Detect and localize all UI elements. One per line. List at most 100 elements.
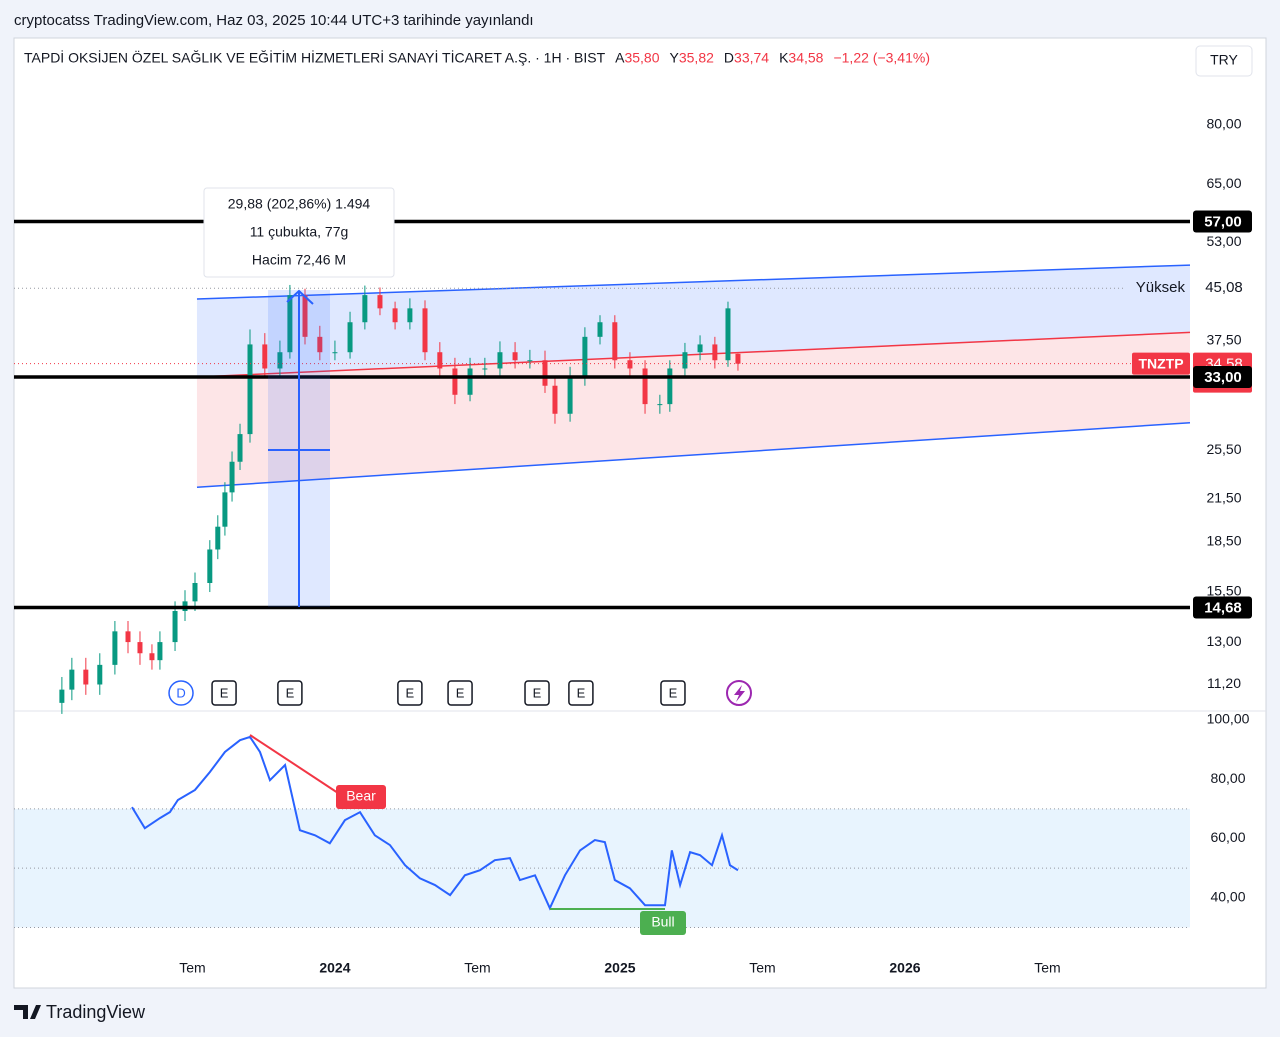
candle-body — [512, 352, 518, 361]
event-label[interactable]: E — [533, 685, 542, 700]
candle-body — [149, 653, 155, 661]
candle-body — [407, 308, 413, 323]
event-earnings[interactable] — [277, 680, 303, 706]
candle-body — [83, 669, 89, 685]
candle-body — [597, 322, 603, 337]
rsi-tick-label: 100,00 — [1207, 711, 1250, 727]
candle-body — [377, 295, 383, 309]
x-tick-label: 2024 — [319, 960, 350, 976]
candle-body — [642, 368, 648, 405]
candle-body — [552, 385, 558, 414]
candle-body — [262, 344, 268, 369]
bear-text: Bear — [346, 788, 376, 804]
y-tick-label: 18,50 — [1206, 532, 1241, 548]
candle-body — [627, 360, 633, 369]
event-label[interactable]: E — [456, 685, 465, 700]
ohlc-key: A — [615, 50, 625, 66]
candle-body — [567, 376, 573, 414]
candle-body — [452, 368, 458, 395]
candle-body — [612, 322, 618, 361]
rsi-tick-label: 60,00 — [1210, 829, 1245, 845]
channel-upper-fill — [196, 265, 1190, 377]
candle-body — [222, 492, 228, 527]
high-name: Yüksek — [1136, 279, 1186, 296]
x-tick-label: Tem — [179, 960, 205, 976]
candle-body — [392, 308, 398, 323]
candle-body — [437, 352, 443, 369]
event-label[interactable]: E — [577, 685, 586, 700]
event-label[interactable]: E — [286, 685, 295, 700]
candle-body — [172, 611, 178, 643]
candle-body — [207, 549, 213, 583]
ohlc-value: 35,82 — [679, 50, 714, 66]
y-tick-label: 65,00 — [1206, 175, 1241, 191]
level-box — [1193, 210, 1252, 233]
change: −1,22 (−3,41%) — [833, 50, 930, 66]
y-tick-label: 80,00 — [1206, 116, 1241, 132]
candle-body — [157, 642, 163, 661]
y-tick-label: 25,50 — [1206, 441, 1241, 457]
rsi-tick-label: 40,00 — [1210, 889, 1245, 905]
rsi-line — [131, 735, 739, 911]
level-label: 57,00 — [1204, 213, 1242, 230]
candle-body — [112, 631, 118, 665]
measure-text: 11 çubukta, 77g — [250, 224, 349, 240]
candle-body — [482, 368, 488, 370]
x-tick-label: 2025 — [604, 960, 635, 976]
bull-text: Bull — [651, 914, 674, 930]
event-earnings[interactable] — [397, 680, 423, 706]
event-earnings[interactable] — [447, 680, 473, 706]
channel-lower — [196, 421, 1191, 488]
ohlc-key: D — [724, 50, 734, 66]
event-dividend[interactable] — [168, 680, 194, 706]
measure-text: 29,88 (202,86%) 1.494 — [228, 196, 371, 212]
candle-body — [277, 352, 283, 369]
event-earnings[interactable] — [524, 680, 550, 706]
high-label: 45,08 — [1205, 279, 1243, 296]
currency[interactable]: TRY — [1210, 52, 1238, 68]
candle-body — [317, 336, 323, 353]
measure-arrow — [286, 289, 314, 305]
event-earnings[interactable] — [211, 680, 237, 706]
currency-box[interactable] — [1195, 45, 1253, 77]
rsi-pane: 100,00 80,00 60,00 40,00 — [14, 711, 1250, 928]
event-earnings[interactable] — [660, 680, 686, 706]
ticker: TNZTP — [1138, 355, 1183, 371]
x-tick-label: Tem — [749, 960, 775, 976]
candle-body — [287, 295, 293, 353]
candle-body — [497, 352, 503, 369]
candle-body — [229, 461, 235, 493]
candle-body — [542, 360, 548, 386]
candle-body — [59, 689, 65, 703]
ohlc-key: Y — [670, 50, 680, 66]
ohlc-key: K — [779, 50, 789, 66]
y-tick-label: 13,00 — [1206, 633, 1241, 649]
y-tick-label: 15,50 — [1206, 583, 1241, 599]
event-label[interactable]: D — [176, 685, 185, 700]
candle-body — [69, 669, 75, 690]
candle-body — [682, 352, 688, 369]
bull-label — [640, 911, 686, 935]
candle-body — [735, 353, 741, 364]
channel-upper — [196, 264, 1191, 300]
event-label[interactable]: E — [220, 685, 229, 700]
symbol: TAPDİ OKSİJEN ÖZEL SAĞLIK VE EĞİTİM HİZM… — [24, 49, 606, 66]
candle-body — [697, 344, 703, 353]
event-label[interactable]: E — [406, 685, 415, 700]
candle-body — [332, 352, 338, 354]
logo[interactable] — [14, 1005, 41, 1019]
channel-middle — [196, 331, 1191, 378]
candle-body — [302, 295, 308, 337]
measure-text: Hacim 72,46 M — [252, 252, 346, 268]
ohlc-value: 34,58 — [788, 50, 823, 66]
candle-body — [657, 404, 663, 406]
event-label[interactable]: E — [669, 685, 678, 700]
alert-icon[interactable] — [726, 680, 752, 706]
bear-divergence — [249, 734, 339, 794]
candle-body — [247, 344, 253, 435]
brand[interactable]: TradingView — [46, 1002, 146, 1022]
price-pane: 80,00 65,00 53,00 37,50 25,50 21,50 18,50 15,50… — [14, 116, 1252, 714]
event-earnings[interactable] — [568, 680, 594, 706]
